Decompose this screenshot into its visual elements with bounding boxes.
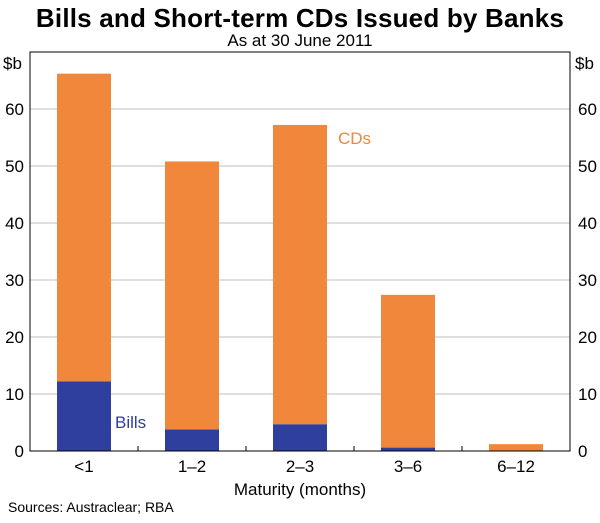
y-tick-label-left: 10 xyxy=(5,385,24,404)
bar-cds-3 xyxy=(381,294,435,448)
y-axis-unit-right: $b xyxy=(575,54,594,73)
bar-bills-0 xyxy=(57,381,111,451)
bar-cds-2 xyxy=(273,124,327,425)
y-tick-label-right: 40 xyxy=(578,214,597,233)
bar-cds-1 xyxy=(165,161,219,430)
y-tick-label-right: 60 xyxy=(578,100,597,119)
y-tick-label-left: 50 xyxy=(5,157,24,176)
x-tick-label: 1–2 xyxy=(178,457,206,476)
y-tick-label-left: 0 xyxy=(15,442,24,461)
y-tick-label-left: 60 xyxy=(5,100,24,119)
chart-subtitle: As at 30 June 2011 xyxy=(227,31,373,50)
annotation-bills: Bills xyxy=(115,413,146,432)
y-tick-label-right: 20 xyxy=(578,328,597,347)
y-tick-label-right: 0 xyxy=(578,442,587,461)
source-note: Sources: Austraclear; RBA xyxy=(8,499,174,515)
bar-cds-4 xyxy=(489,444,543,451)
bars xyxy=(57,73,543,451)
x-tick-label: 3–6 xyxy=(394,457,422,476)
bar-bills-3 xyxy=(381,447,435,451)
axis-ticks: 0 0 10 10 20 20 30 30 40 40 50 50 60 60 <1 1–2 2–3 3–6 6–1… xyxy=(5,100,597,476)
x-axis-title: Maturity (months) xyxy=(234,480,366,499)
bar-bills-2 xyxy=(273,424,327,451)
x-tick-label: 2–3 xyxy=(286,457,314,476)
y-tick-label-left: 30 xyxy=(5,271,24,290)
y-tick-label-left: 40 xyxy=(5,214,24,233)
bar-bills-1 xyxy=(165,429,219,451)
y-tick-label-right: 50 xyxy=(578,157,597,176)
annotation-cds: CDs xyxy=(338,129,371,148)
y-axis-unit-left: $b xyxy=(3,54,22,73)
y-tick-label-right: 30 xyxy=(578,271,597,290)
x-tick-label: <1 xyxy=(74,457,93,476)
plot-frame xyxy=(29,51,571,452)
x-tick-label: 6–12 xyxy=(497,457,535,476)
y-tick-label-left: 20 xyxy=(5,328,24,347)
chart-title: Bills and Short-term CDs Issued by Banks xyxy=(35,3,565,33)
y-tick-label-right: 10 xyxy=(578,385,597,404)
bar-cds-0 xyxy=(57,73,111,382)
